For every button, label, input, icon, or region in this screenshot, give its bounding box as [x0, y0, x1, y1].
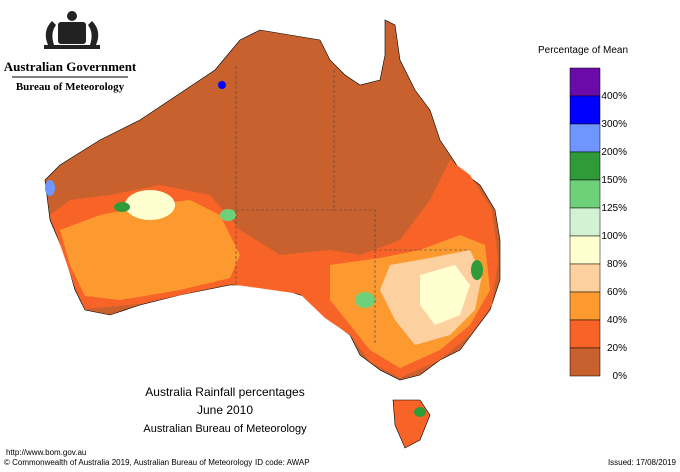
legend-label: 60% — [607, 287, 627, 298]
legend-swatch — [569, 95, 601, 125]
map-date: June 2010 — [197, 403, 253, 417]
legend-label: 200% — [601, 147, 627, 158]
bureau-name: Bureau of Meteorology — [16, 81, 125, 93]
crest — [44, 11, 100, 49]
legend-swatch — [569, 67, 601, 97]
legend-label: 0% — [613, 371, 628, 382]
legend-swatch — [569, 207, 601, 237]
legend-label: 100% — [601, 231, 627, 242]
footer-id: ID code: AWAP — [255, 458, 310, 467]
legend-swatch — [569, 263, 601, 293]
legend-label: 400% — [601, 91, 627, 102]
state-border — [334, 209, 470, 251]
legend-title: Percentage of Mean — [538, 45, 628, 56]
map-title: Australia Rainfall percentages — [145, 385, 304, 399]
region-100-west — [125, 190, 175, 220]
footer-issued: Issued: 17/08/2019 — [608, 458, 677, 467]
legend-swatch — [569, 151, 601, 181]
region-300 — [218, 81, 226, 89]
legend-swatch — [569, 235, 601, 265]
australia-map — [44, 19, 501, 449]
legend-swatch — [569, 123, 601, 153]
legend-label: 125% — [601, 203, 627, 214]
government-name: Australian Government — [4, 59, 137, 74]
legend-swatch — [569, 179, 601, 209]
legend-label: 20% — [607, 343, 627, 354]
region-125-se — [355, 292, 375, 308]
region-150-tas — [414, 407, 426, 417]
region-150-east — [471, 260, 483, 280]
legend-label: 150% — [601, 175, 627, 186]
region-125 — [220, 209, 236, 221]
legend: 400% 300% 200% 150% 125% 100% 80% 60% 40% 20% 0% — [569, 67, 628, 382]
map-source: Australian Bureau of Meteorology — [143, 423, 307, 435]
region-100 — [420, 265, 470, 325]
legend-label: 300% — [601, 119, 627, 130]
legend-swatch — [569, 291, 601, 321]
legend-label: 80% — [607, 259, 627, 270]
region-200 — [45, 180, 55, 196]
footer-url: http://www.bom.gov.au — [6, 448, 86, 457]
region-150 — [114, 202, 130, 212]
legend-swatch — [569, 347, 601, 377]
region-mid — [60, 200, 240, 300]
legend-label: 40% — [607, 315, 627, 326]
footer-copyright: © Commonwealth of Australia 2019, Austra… — [4, 458, 252, 467]
legend-swatch — [569, 319, 601, 349]
